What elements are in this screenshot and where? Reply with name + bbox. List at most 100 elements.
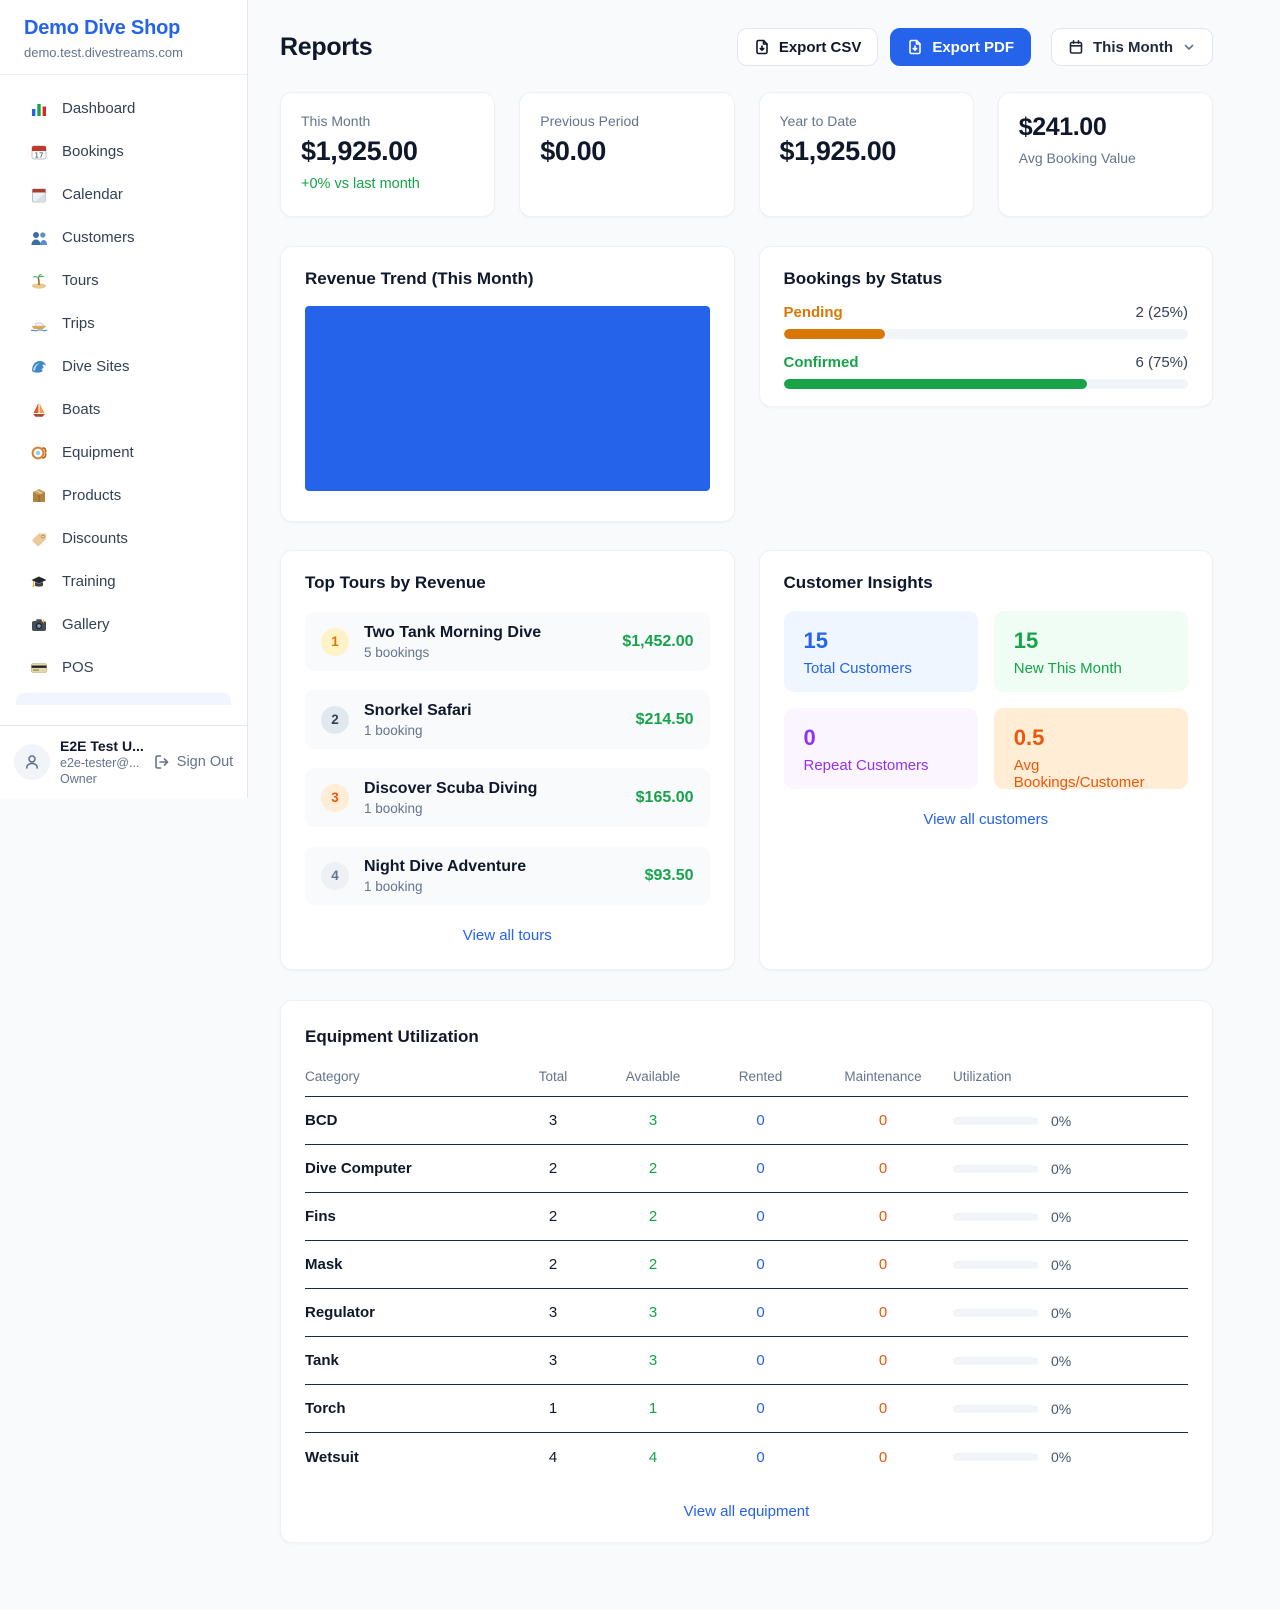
diving-mask-icon xyxy=(31,446,47,459)
utilization-percent: 0% xyxy=(1051,1304,1072,1321)
sidebar-item-products[interactable]: Products xyxy=(14,474,233,517)
available-cell: 2 xyxy=(648,1160,658,1177)
sidebar-item-dive-sites[interactable]: Dive Sites xyxy=(14,345,233,388)
period-selector[interactable]: This Month xyxy=(1051,28,1213,66)
category-cell: Torch xyxy=(305,1400,346,1417)
camera-icon xyxy=(32,618,46,631)
view-all-customers-link[interactable]: View all customers xyxy=(923,811,1049,828)
tile-value: 0 xyxy=(803,725,816,750)
revenue-trend-title: Revenue Trend (This Month) xyxy=(305,269,534,288)
status-bar-fill xyxy=(783,329,885,339)
utilization-percent: 0% xyxy=(1051,1208,1072,1225)
insight-tile-total-customers: 15 Total Customers xyxy=(783,611,978,692)
user-footer: E2E Test U... e2e-tester@... Owner Sign … xyxy=(0,725,247,798)
customer-insights-title: Customer Insights xyxy=(783,573,933,592)
maintenance-cell: 0 xyxy=(878,1448,888,1466)
tour-name: Discover Scuba Diving xyxy=(364,779,538,797)
maintenance-cell: 0 xyxy=(878,1256,888,1273)
sidebar-item-discounts[interactable]: Discounts xyxy=(14,517,233,560)
tour-list-item: 2 Snorkel Safari 1 booking $214.50 xyxy=(305,690,710,749)
maintenance-cell: 0 xyxy=(878,1400,888,1417)
export-pdf-button[interactable]: Export PDF xyxy=(890,28,1032,66)
sidebar-item-label: Trips xyxy=(62,315,95,332)
sidebar-item-trips[interactable]: Trips xyxy=(14,302,233,345)
stat-value: $0.00 xyxy=(540,136,606,166)
utilization-percent: 0% xyxy=(1051,1449,1072,1465)
stat-value: $241.00 xyxy=(1018,113,1107,141)
sidebar-item-label: Boats xyxy=(62,401,101,418)
sidebar-item-pos[interactable]: POS xyxy=(14,646,233,689)
utilization-percent: 0% xyxy=(1051,1400,1072,1417)
spiral-calendar-icon xyxy=(32,188,46,202)
category-cell: Mask xyxy=(305,1256,343,1273)
column-header: Utilization xyxy=(953,1069,1012,1084)
sailboat-icon xyxy=(33,402,45,417)
category-cell: Dive Computer xyxy=(305,1160,412,1177)
view-all-tours-link[interactable]: View all tours xyxy=(462,927,552,944)
table-row: BCD 3 3 0 0 0% xyxy=(305,1097,1188,1145)
export-csv-button[interactable]: Export CSV xyxy=(736,28,879,66)
sidebar-item-calendar[interactable]: Calendar xyxy=(14,173,233,216)
table-row: Dive Computer 2 2 0 0 0% xyxy=(305,1145,1188,1193)
status-label: Pending xyxy=(783,304,843,321)
stat-label: Previous Period xyxy=(540,113,640,129)
tile-label: Total Customers xyxy=(803,660,912,677)
column-header: Category xyxy=(305,1069,360,1084)
sidebar-item-dashboard[interactable]: Dashboard xyxy=(14,87,233,130)
category-cell: Wetsuit xyxy=(305,1448,359,1466)
sidebar-item-equipment[interactable]: Equipment xyxy=(14,431,233,474)
sidebar-item-label: Calendar xyxy=(62,186,123,203)
bookings-by-status-card: Bookings by Status Pending 2 (25%) Confi… xyxy=(758,246,1213,407)
table-row: Mask 2 2 0 0 0% xyxy=(305,1241,1188,1289)
tour-revenue: $1,452.00 xyxy=(622,632,694,650)
available-cell: 2 xyxy=(648,1256,658,1273)
rank-badge: 3 xyxy=(321,783,349,812)
sidebar-item-label: Training xyxy=(62,573,116,590)
stat-card-year-to-date: Year to Date $1,925.00 xyxy=(758,92,974,217)
stat-delta: +0% vs last month xyxy=(301,176,420,192)
sidebar-item-training[interactable]: Training xyxy=(14,560,233,603)
table-row: Torch 1 1 0 0 0% xyxy=(305,1385,1188,1433)
sidebar-item-customers[interactable]: Customers xyxy=(14,216,233,259)
utilization-cell: 0% xyxy=(953,1353,1188,1369)
sidebar-item-tours[interactable]: Tours xyxy=(14,259,233,302)
stat-card-avg-booking-value: $241.00 Avg Booking Value xyxy=(997,92,1213,217)
tour-revenue: $214.50 xyxy=(635,710,694,728)
svg-text:17: 17 xyxy=(35,151,44,159)
tile-label: Avg Bookings/Customer xyxy=(1013,757,1145,791)
category-cell: Regulator xyxy=(305,1304,376,1321)
sidebar-item-label: Dive Sites xyxy=(62,358,130,375)
tour-list-item: 1 Two Tank Morning Dive 5 bookings $1,45… xyxy=(305,612,710,671)
sidebar-item-label: Bookings xyxy=(62,143,124,160)
sidebar: Demo Dive Shop demo.test.divestreams.com… xyxy=(0,0,248,798)
bookings-by-status-title: Bookings by Status xyxy=(783,269,943,288)
stat-label: Year to Date xyxy=(779,113,857,129)
tour-name: Snorkel Safari xyxy=(364,701,472,719)
total-cell: 3 xyxy=(548,1304,558,1321)
sidebar-item-boats[interactable]: Boats xyxy=(14,388,233,431)
utilization-bar-track xyxy=(953,1308,1038,1317)
view-all-equipment-link[interactable]: View all equipment xyxy=(683,1503,810,1520)
tag-icon xyxy=(32,533,46,546)
sidebar-item-reports-partial[interactable] xyxy=(16,693,231,705)
column-header: Available xyxy=(625,1069,681,1084)
tile-value: 0.5 xyxy=(1013,725,1045,750)
sidebar-item-gallery[interactable]: Gallery xyxy=(14,603,233,646)
rank-badge: 1 xyxy=(321,627,349,656)
tile-label: Repeat Customers xyxy=(803,757,929,774)
status-bar-track xyxy=(783,329,1188,339)
credit-card-icon xyxy=(31,662,47,673)
utilization-cell: 0% xyxy=(953,1305,1188,1321)
wave-icon xyxy=(32,360,46,373)
column-header: Maintenance xyxy=(844,1069,922,1084)
user-role: Owner xyxy=(60,772,97,786)
sign-out-button[interactable]: Sign Out xyxy=(154,754,233,770)
category-cell: Fins xyxy=(305,1208,336,1225)
sidebar-item-label: POS xyxy=(62,659,94,676)
utilization-cell: 0% xyxy=(953,1209,1188,1225)
sidebar-nav: Dashboard 17 Bookings Calendar Customers… xyxy=(0,75,247,705)
total-cell: 4 xyxy=(548,1448,558,1466)
sidebar-item-bookings[interactable]: 17 Bookings xyxy=(14,130,233,173)
category-cell: BCD xyxy=(305,1112,338,1129)
utilization-percent: 0% xyxy=(1051,1160,1072,1177)
